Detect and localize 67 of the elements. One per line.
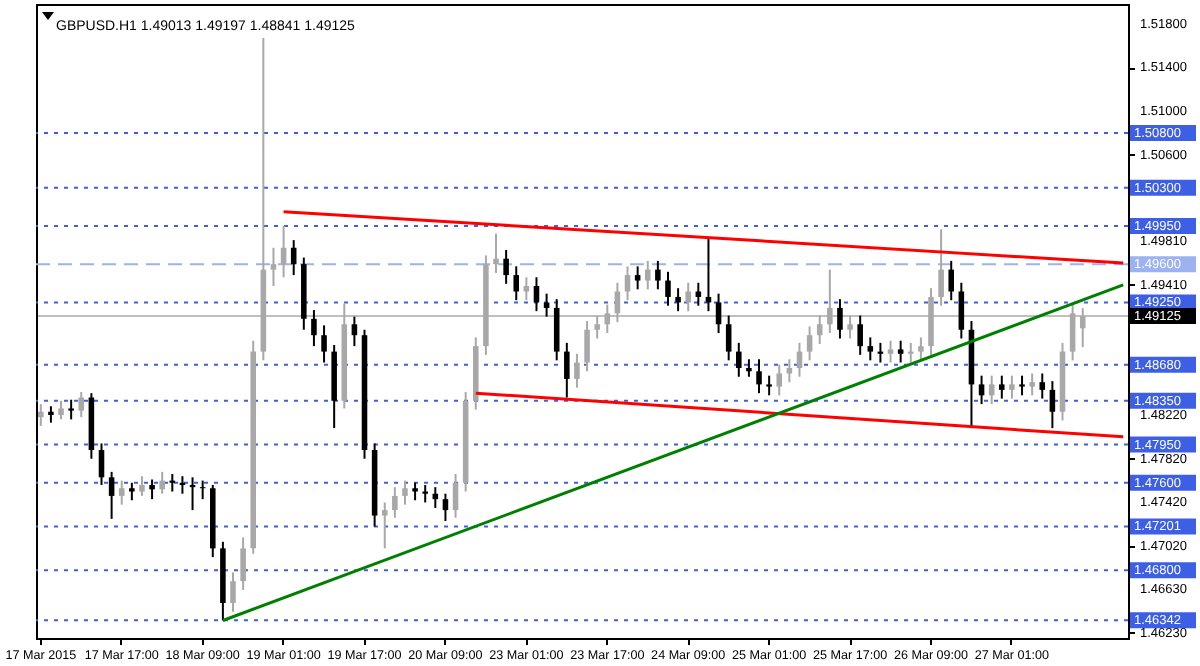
candlestick <box>574 352 580 389</box>
candlestick <box>118 479 125 506</box>
candlestick <box>139 475 145 497</box>
candlestick <box>1019 374 1025 397</box>
candlestick <box>837 298 843 340</box>
candlestick <box>503 248 509 285</box>
candlestick <box>1039 372 1046 400</box>
candlestick <box>614 281 621 324</box>
candlestick <box>887 339 894 364</box>
candlestick <box>918 336 924 362</box>
candlestick <box>351 315 358 348</box>
candlestick <box>897 339 904 364</box>
candlestick <box>442 492 449 523</box>
candlestick <box>78 391 85 419</box>
candlestick <box>564 341 570 399</box>
candlestick <box>321 324 327 364</box>
candlestick <box>948 259 955 302</box>
candlestick <box>270 246 277 288</box>
candlestick <box>816 314 823 345</box>
candlestick <box>230 571 236 613</box>
candlestick <box>149 478 155 501</box>
candlestick <box>766 374 772 397</box>
candlestick <box>827 268 833 335</box>
candlestick <box>675 287 681 313</box>
candlestick <box>907 341 914 364</box>
candlestick <box>493 232 499 274</box>
candlestick <box>604 303 611 335</box>
candlestick <box>1009 374 1015 400</box>
candlestick <box>1029 372 1035 397</box>
candlestick <box>594 314 600 340</box>
candlestick <box>644 259 651 291</box>
candlestick <box>392 486 398 519</box>
candlestick <box>402 479 408 506</box>
candlestick <box>553 298 560 362</box>
candlestick <box>634 265 641 291</box>
candlestick <box>108 470 115 520</box>
candlestick <box>381 501 388 550</box>
candlestick <box>38 403 44 427</box>
candlestick <box>938 228 944 307</box>
candlestick <box>665 270 671 307</box>
candlestick <box>978 374 985 406</box>
candlestick <box>988 374 995 406</box>
candlestick <box>725 314 732 362</box>
candlestick <box>159 470 165 495</box>
candlestick <box>240 536 246 591</box>
candlestick <box>715 292 722 335</box>
candlestick <box>655 259 661 291</box>
candlestick <box>867 336 874 362</box>
candlestick <box>695 281 702 307</box>
candlestick <box>685 281 691 313</box>
candlestick <box>68 398 74 421</box>
candlestick <box>847 314 853 340</box>
candlestick <box>1079 307 1086 349</box>
candlestick <box>958 281 965 340</box>
candlestick <box>513 265 520 302</box>
candlestick <box>58 399 64 421</box>
candlestick <box>857 314 863 356</box>
candlestick <box>776 363 783 397</box>
candlestick <box>1069 303 1076 362</box>
candlestick <box>806 325 813 362</box>
candlestick <box>736 341 742 378</box>
candlestick <box>999 374 1005 400</box>
candlestick <box>756 358 762 395</box>
candlestick <box>543 292 550 318</box>
candlestick <box>584 320 590 373</box>
candlestick <box>1049 380 1056 430</box>
candlestick <box>311 309 317 348</box>
